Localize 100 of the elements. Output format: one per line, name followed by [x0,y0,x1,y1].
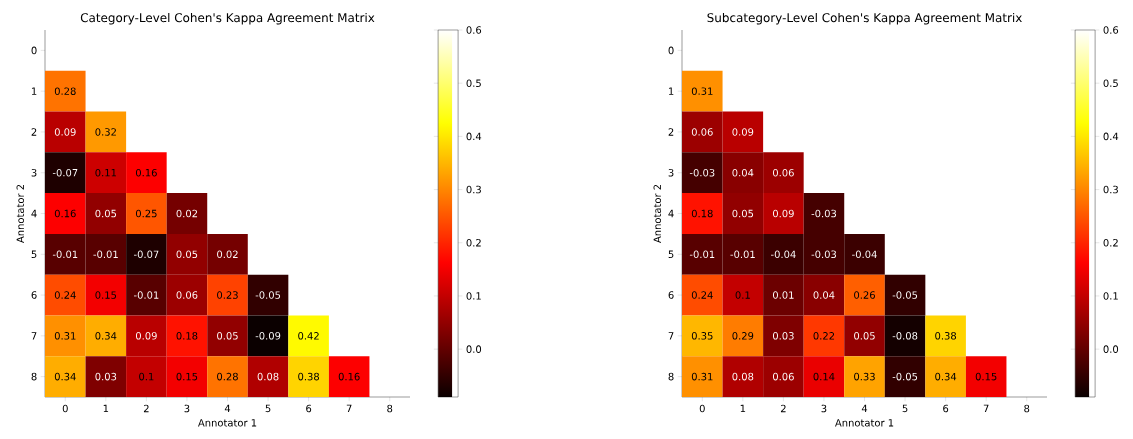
color-bar-label: 0.3 [466,185,481,194]
x-tick-label: 6 [943,404,949,413]
data-label: 0.05 [732,209,754,218]
color-bar-label: 0.4 [466,132,482,141]
y-axis-title: Annotator 2 [16,184,25,243]
x-tick-label: 3 [184,404,190,413]
data-label: 0.16 [135,168,157,177]
data-label: -0.09 [255,332,281,340]
data-label: 0.11 [95,168,116,177]
data-label: 0.08 [257,372,279,381]
y-tick-label: 3 [668,168,674,177]
data-label: 0.26 [854,291,875,299]
data-label: 0.03 [95,372,117,381]
data-label: -0.01 [93,250,118,259]
data-label: 0.42 [298,332,319,340]
data-label: 0.01 [772,291,794,299]
data-label: 0.16 [338,372,360,381]
data-label: 0.24 [691,291,713,299]
x-tick-label: 2 [780,404,786,413]
data-label: 0.16 [54,209,76,218]
data-label: -0.03 [689,168,715,177]
data-label: -0.05 [892,291,918,299]
x-tick-label: 6 [306,404,312,413]
data-label: 0.31 [54,332,76,340]
data-label: 0.14 [813,372,835,381]
y-tick-label: 7 [31,332,37,340]
x-tick-label: 2 [143,404,149,413]
data-label: 0.33 [854,372,875,381]
data-label: 0.38 [935,332,957,340]
x-axis-title: Annotator 1 [835,419,894,427]
data-label: 0.35 [691,332,713,340]
data-label: 0.02 [176,209,198,218]
data-label: 0.34 [54,372,76,381]
data-label: 0.06 [772,372,794,381]
data-label: 0.03 [772,332,794,340]
color-bar-label: 0.1 [466,292,481,300]
x-tick-label: 5 [902,404,908,413]
data-label: 0.23 [217,291,238,299]
chart-title: Subcategory-Level Cohen's Kappa Agreement Matrix [707,12,1022,25]
data-label: 0.15 [975,372,997,381]
color-bar-label: 0.5 [466,79,481,87]
y-tick-label: 4 [31,209,37,218]
color-bar-label: 0.2 [1103,238,1118,247]
data-label: 0.08 [732,372,754,381]
color-bar-label: 0.5 [1103,79,1118,87]
y-tick-label: 4 [668,209,674,218]
data-label: 0.34 [935,372,957,381]
y-tick-label: 0 [31,46,37,55]
x-tick-label: 7 [983,404,989,413]
data-label: 0.04 [813,291,835,299]
data-label: 0.09 [772,209,794,218]
data-label: 0.05 [95,209,117,218]
data-label: 0.22 [813,332,835,340]
x-tick-label: 4 [224,404,231,413]
x-tick-label: 0 [62,404,68,413]
color-bar-label: 0.2 [466,238,481,247]
x-tick-label: 8 [1024,404,1030,413]
y-tick-label: 1 [668,87,674,95]
data-label: 0.1 [735,291,750,299]
x-tick-label: 1 [740,404,746,413]
data-label: 0.05 [217,332,238,340]
data-label: -0.01 [689,250,715,259]
data-label: 0.15 [95,291,117,299]
data-label: -0.04 [852,250,877,259]
x-tick-label: 1 [103,404,109,413]
data-label: 0.18 [691,209,713,218]
data-label: 0.38 [298,372,320,381]
data-label: 0.18 [176,332,198,340]
color-bar-label: 0.4 [1103,132,1119,141]
data-label: -0.05 [892,372,918,381]
data-label: -0.03 [811,209,837,218]
y-tick-label: 6 [668,291,674,299]
data-label: 0.09 [54,128,76,136]
data-label: -0.01 [730,250,755,259]
data-label: 0.09 [732,128,754,136]
data-label: -0.07 [133,250,159,259]
y-tick-label: 8 [668,372,674,381]
data-label: -0.01 [133,291,159,299]
data-label: 0.28 [54,87,76,95]
x-tick-label: 4 [861,404,868,413]
data-label: 0.02 [217,250,238,259]
y-tick-label: 6 [31,291,37,299]
data-label: 0.09 [135,332,157,340]
data-label: -0.05 [255,291,281,299]
y-tick-label: 2 [668,128,674,136]
data-label: 0.25 [135,209,157,218]
data-label: 0.06 [772,168,794,177]
data-label: -0.01 [52,250,78,259]
data-label: 0.24 [54,291,76,299]
color-bar-label: 0.6 [466,26,482,34]
data-label: 0.34 [95,332,117,340]
color-bar-label: 0.0 [466,345,482,353]
y-tick-label: 0 [668,46,674,55]
y-tick-label: 2 [31,128,37,136]
data-label: 0.04 [732,168,754,177]
data-label: 0.15 [176,372,198,381]
y-tick-label: 3 [31,168,37,177]
y-tick-label: 1 [31,87,37,95]
color-bar-label: 0.6 [1103,26,1119,34]
data-label: -0.07 [52,168,78,177]
